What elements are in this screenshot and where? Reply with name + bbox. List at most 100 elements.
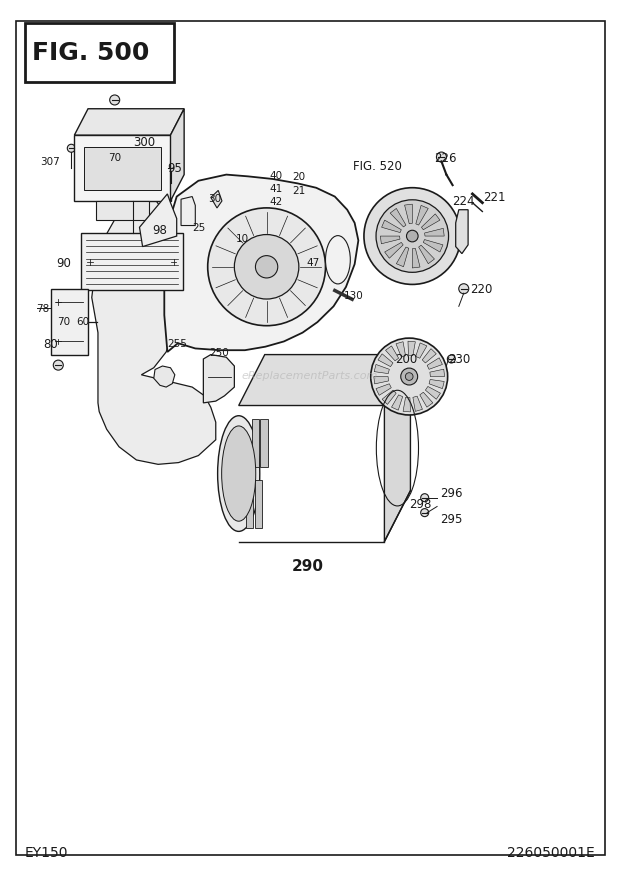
Polygon shape [416, 344, 427, 359]
Circle shape [364, 189, 461, 285]
Text: 98: 98 [152, 224, 167, 236]
Text: 290: 290 [291, 558, 324, 574]
Text: 250: 250 [210, 347, 229, 358]
Ellipse shape [326, 237, 350, 285]
Polygon shape [81, 234, 183, 291]
Polygon shape [92, 197, 216, 465]
Polygon shape [181, 197, 195, 226]
Polygon shape [396, 248, 409, 267]
Text: 78: 78 [36, 303, 49, 314]
Bar [246, 481, 253, 528]
Text: 296: 296 [440, 487, 463, 499]
Polygon shape [429, 380, 444, 389]
Text: 90: 90 [56, 257, 71, 269]
Text: 80: 80 [43, 338, 58, 350]
Text: 300: 300 [133, 136, 156, 148]
Polygon shape [384, 243, 403, 259]
Polygon shape [422, 215, 440, 231]
Circle shape [407, 231, 418, 243]
Polygon shape [425, 229, 444, 237]
Text: 130: 130 [344, 290, 364, 301]
Circle shape [234, 235, 299, 300]
Ellipse shape [218, 417, 260, 531]
Polygon shape [51, 289, 88, 355]
Text: 255: 255 [167, 339, 187, 349]
Text: 60: 60 [76, 317, 89, 327]
Text: 230: 230 [448, 353, 471, 366]
Circle shape [167, 164, 174, 173]
Polygon shape [423, 240, 443, 253]
Text: 70: 70 [108, 153, 122, 163]
Circle shape [421, 494, 428, 503]
Polygon shape [239, 355, 410, 406]
Text: 200: 200 [396, 353, 418, 366]
Circle shape [208, 209, 326, 326]
Text: 41: 41 [270, 183, 283, 194]
Text: 47: 47 [307, 258, 320, 268]
Text: 30: 30 [208, 194, 221, 204]
Bar [25, 24, 174, 83]
Circle shape [110, 96, 120, 106]
Polygon shape [456, 210, 468, 254]
Text: 295: 295 [440, 513, 463, 525]
Polygon shape [96, 202, 149, 221]
Polygon shape [154, 367, 175, 388]
Polygon shape [418, 246, 435, 264]
Text: FIG. 520: FIG. 520 [353, 160, 402, 173]
Text: 40: 40 [270, 170, 283, 181]
Text: EY150: EY150 [25, 845, 68, 859]
Polygon shape [430, 370, 445, 377]
Polygon shape [412, 249, 420, 268]
Circle shape [405, 374, 413, 381]
Polygon shape [74, 136, 170, 202]
Polygon shape [381, 237, 400, 245]
Circle shape [401, 368, 418, 386]
Ellipse shape [222, 426, 256, 522]
Text: 220: 220 [470, 283, 492, 296]
Polygon shape [413, 396, 422, 412]
Polygon shape [386, 346, 399, 361]
Text: eReplacementParts.com: eReplacementParts.com [242, 370, 378, 381]
Polygon shape [408, 342, 415, 356]
Text: 25: 25 [192, 223, 205, 233]
Text: 10: 10 [236, 233, 249, 244]
Polygon shape [164, 175, 358, 353]
Text: FIG. 500: FIG. 500 [32, 40, 149, 65]
Polygon shape [203, 355, 234, 403]
Polygon shape [416, 206, 428, 225]
Polygon shape [420, 393, 433, 408]
Circle shape [436, 153, 446, 163]
Polygon shape [211, 191, 222, 209]
Text: 42: 42 [270, 196, 283, 207]
Text: 70: 70 [57, 317, 70, 327]
Polygon shape [382, 221, 401, 233]
Polygon shape [422, 349, 436, 364]
Polygon shape [382, 390, 396, 405]
Text: 221: 221 [484, 191, 506, 203]
Circle shape [459, 284, 469, 295]
Polygon shape [425, 387, 440, 400]
Circle shape [376, 201, 449, 273]
Polygon shape [74, 110, 184, 136]
Bar [260, 420, 268, 467]
Circle shape [448, 355, 455, 364]
Circle shape [371, 339, 448, 416]
Polygon shape [376, 384, 391, 396]
Polygon shape [84, 147, 161, 191]
Polygon shape [390, 210, 406, 228]
Text: 224: 224 [453, 196, 475, 208]
Polygon shape [391, 396, 402, 410]
Text: 21: 21 [293, 185, 306, 196]
Polygon shape [403, 398, 410, 412]
Polygon shape [140, 195, 177, 247]
Text: 20: 20 [293, 172, 306, 182]
Text: 307: 307 [40, 157, 60, 168]
Bar [255, 481, 262, 528]
Polygon shape [374, 365, 389, 374]
Polygon shape [427, 359, 443, 370]
Text: 226050001E: 226050001E [507, 845, 595, 859]
Circle shape [68, 145, 75, 153]
Text: 298: 298 [409, 498, 432, 510]
Polygon shape [374, 377, 389, 384]
Text: 95: 95 [167, 162, 182, 175]
